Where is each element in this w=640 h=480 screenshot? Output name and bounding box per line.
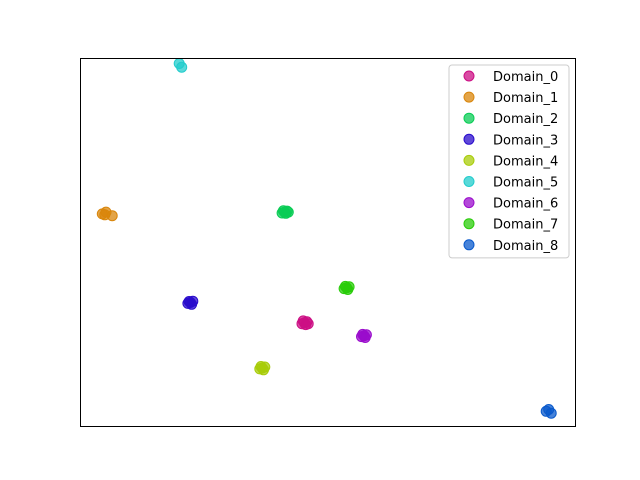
data-point-domain_3-4: [183, 296, 195, 307]
legend-label-domain_5: Domain_5: [493, 176, 558, 191]
data-point-domain_2-5: [277, 205, 289, 217]
legend-marker-domain_6: [463, 197, 475, 209]
legend-label-domain_6: Domain_6: [493, 197, 558, 212]
data-point-domain_7-4: [339, 280, 351, 292]
legend-marker-domain_3: [463, 133, 475, 145]
legend: Domain_0 Domain_1 Domain_2 Domain_3 Domain_4…: [448, 64, 570, 259]
legend-label-domain_1: Domain_1: [493, 91, 558, 106]
legend-marker-domain_5: [463, 176, 475, 187]
data-point-domain_8-2: [545, 407, 557, 419]
points-layer: [96, 58, 557, 419]
legend-marker-domain_0: [463, 70, 475, 82]
legend-box: [448, 64, 570, 259]
plot-area-frame: [80, 58, 576, 427]
legend-label-domain_7: Domain_7: [493, 218, 558, 233]
legend-marker-domain_2: [463, 112, 475, 124]
legend-marker-domain_4: [463, 154, 475, 166]
data-point-domain_0-5: [302, 318, 314, 330]
data-point-domain_6-4: [357, 328, 369, 340]
legend-label-domain_4: Domain_4: [493, 154, 558, 169]
legend-marker-domain_1: [463, 91, 475, 103]
data-point-domain_5-1: [176, 61, 188, 73]
legend-label-domain_3: Domain_3: [493, 133, 558, 148]
data-point-domain_4-4: [255, 361, 267, 372]
legend-marker-domain_7: [463, 218, 475, 230]
legend-marker-domain_8: [463, 239, 475, 251]
legend-label-domain_8: Domain_8: [493, 239, 558, 254]
legend-label-domain_0: Domain_0: [493, 70, 558, 85]
legend-label-domain_2: Domain_2: [493, 112, 558, 127]
data-point-domain_1-3: [99, 209, 111, 221]
